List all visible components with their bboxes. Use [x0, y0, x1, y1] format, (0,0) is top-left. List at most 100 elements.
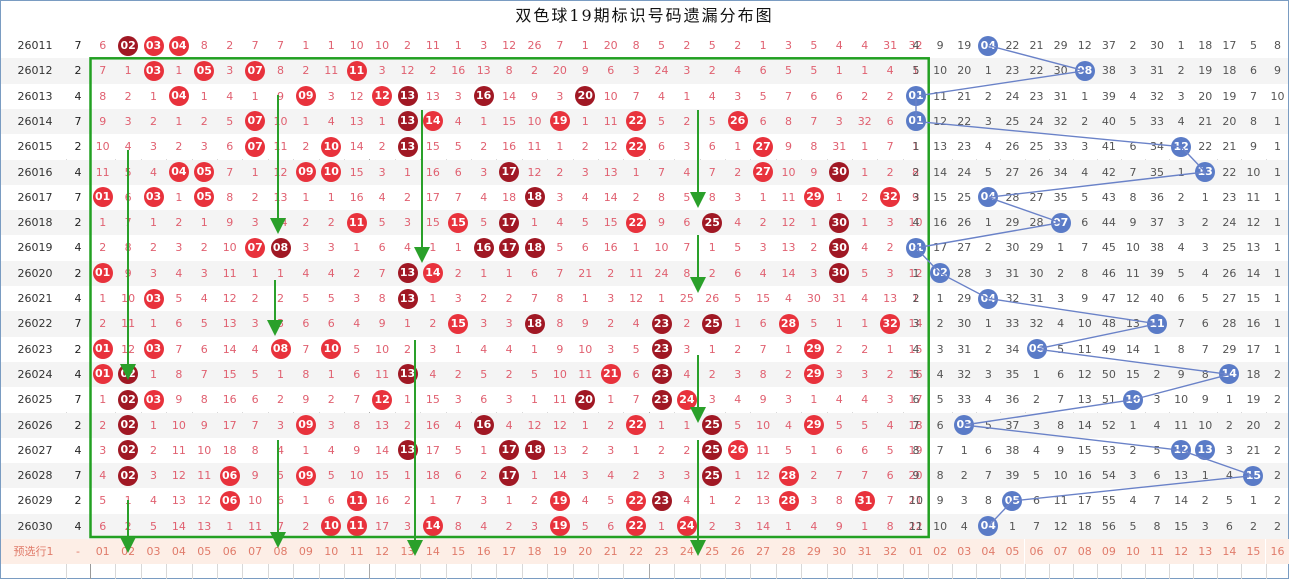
footer-red-number: 24 [674, 539, 700, 564]
red-omission-cell: 12 [527, 165, 542, 179]
red-omission-cell: 3 [403, 216, 411, 230]
blue-omission-cell: 7 [1177, 317, 1185, 331]
blue-omission-cell: 30 [1150, 39, 1165, 52]
footer-red-number: 11 [344, 539, 370, 564]
red-omission-cell: 16 [222, 393, 237, 407]
blue-omission-cell: 1 [1008, 519, 1016, 533]
blue-omission-cell: 2 [1201, 494, 1209, 508]
red-omission-cell: 15 [222, 367, 237, 381]
red-omission-cell: 3 [200, 266, 208, 280]
blue-omission-cell: 2 [1153, 367, 1161, 381]
red-omission-cell: 18 [222, 443, 237, 457]
red-omission-cell: 2 [480, 292, 488, 305]
red-omission-cell: 2 [480, 469, 488, 483]
blue-omission-cell: 1 [1249, 494, 1257, 508]
red-omission-cell: 10 [171, 418, 186, 432]
red-omission-cell: 1 [835, 64, 843, 78]
red-omission-cell: 1 [149, 216, 157, 230]
blue-omission-cell: 14 [933, 165, 948, 179]
red-omission-cell: 4 [327, 443, 335, 457]
blue-omission-cell: 6 [1201, 317, 1209, 331]
blue-omission-cell: 21 [1198, 114, 1213, 128]
red-omission-cell: 1 [276, 266, 284, 280]
blue-omission-cell: 31 [1005, 266, 1020, 280]
blue-omission-cell: 2 [912, 165, 920, 179]
red-omission-cell: 4 [556, 216, 564, 230]
blue-omission-cell: 1 [1057, 241, 1065, 255]
red-ball: 17 [499, 212, 520, 233]
footer-red-number: 10 [318, 539, 344, 564]
footer-red-number: 29 [801, 539, 827, 564]
red-omission-cell: 1 [530, 216, 538, 230]
red-omission-cell: 1 [99, 393, 107, 407]
red-ball: 23 [651, 490, 672, 511]
blue-omission-cell: 2 [1274, 469, 1282, 483]
red-omission-cell: 2 [683, 114, 691, 128]
red-omission-cell: 3 [327, 418, 335, 432]
red-omission-cell: 4 [99, 469, 107, 483]
blue-omission-cell: 26 [1029, 165, 1044, 179]
red-omission-cell: 3 [734, 519, 742, 533]
blue-omission-cell: 42 [1101, 165, 1116, 179]
red-omission-cell: 16 [603, 241, 618, 255]
blue-omission-cell: 3 [1057, 292, 1065, 305]
red-omission-cell: 3 [353, 292, 361, 305]
blue-omission-cell: 4 [1201, 266, 1209, 280]
red-omission-cell: 4 [759, 266, 767, 280]
red-omission-cell: 6 [124, 190, 132, 204]
blue-omission-cell: 2 [1274, 519, 1282, 533]
blue-omission-cell: 3 [1177, 89, 1185, 103]
red-omission-cell: 3 [454, 393, 462, 407]
blue-omission-cell: 9 [1177, 367, 1185, 381]
tail-digit-cell: 7 [74, 469, 82, 483]
red-omission-cell: 12 [603, 140, 618, 154]
red-omission-cell: 10 [603, 89, 618, 103]
red-omission-cell: 6 [480, 393, 488, 407]
footer-blue-number: 11 [1145, 539, 1170, 564]
red-ball: 03 [143, 35, 164, 56]
red-omission-cell: 1 [810, 443, 818, 457]
blue-omission-cell: 3 [1201, 519, 1209, 533]
issue-cell: 26022 [17, 317, 53, 331]
red-ball: 28 [778, 465, 799, 486]
red-omission-cell: 10 [349, 39, 364, 52]
blue-omission-cell: 6 [984, 443, 992, 457]
red-omission-cell: 1 [403, 165, 411, 179]
red-omission-cell: 3 [454, 89, 462, 103]
blue-omission-cell: 32 [1029, 317, 1044, 331]
red-omission-cell: 1 [124, 64, 132, 78]
red-omission-cell: 1 [327, 367, 335, 381]
red-omission-cell: 4 [683, 494, 691, 508]
red-omission-cell: 1 [403, 317, 411, 331]
blue-omission-cell: 4 [912, 342, 920, 356]
red-omission-cell: 2 [200, 241, 208, 255]
red-omission-cell: 9 [124, 266, 132, 280]
red-ball: 09 [295, 162, 316, 182]
blue-omission-cell: 49 [1101, 342, 1116, 356]
red-omission-cell: 2 [861, 190, 869, 204]
red-omission-cell: 5 [734, 241, 742, 255]
red-omission-cell: 5 [861, 418, 869, 432]
red-omission-cell: 1 [480, 114, 488, 128]
footer-red-number: 20 [572, 539, 598, 564]
red-omission-cell: 4 [403, 241, 411, 255]
blue-omission-cell: 14 [1174, 494, 1189, 508]
red-omission-cell: 17 [425, 190, 440, 204]
red-ball: 16 [473, 237, 494, 258]
red-ball: 03 [143, 288, 164, 309]
red-omission-cell: 4 [480, 342, 488, 356]
red-omission-cell: 1 [657, 418, 665, 432]
red-omission-cell: 7 [378, 266, 386, 280]
red-omission-cell: 1 [886, 342, 894, 356]
footer-label: 预选行1 [1, 539, 66, 564]
red-omission-cell: 13 [425, 89, 440, 103]
red-ball: 02 [118, 389, 139, 410]
blue-omission-cell: 32 [957, 367, 972, 381]
red-omission-cell: 1 [353, 241, 361, 255]
blue-omission-cell: 34 [1150, 140, 1165, 154]
red-omission-cell: 1 [530, 469, 538, 483]
blue-omission-cell: 23 [1222, 190, 1237, 204]
blue-omission-cell: 5 [1057, 342, 1065, 356]
red-omission-cell: 11 [95, 165, 110, 179]
red-omission-cell: 32 [857, 114, 872, 128]
